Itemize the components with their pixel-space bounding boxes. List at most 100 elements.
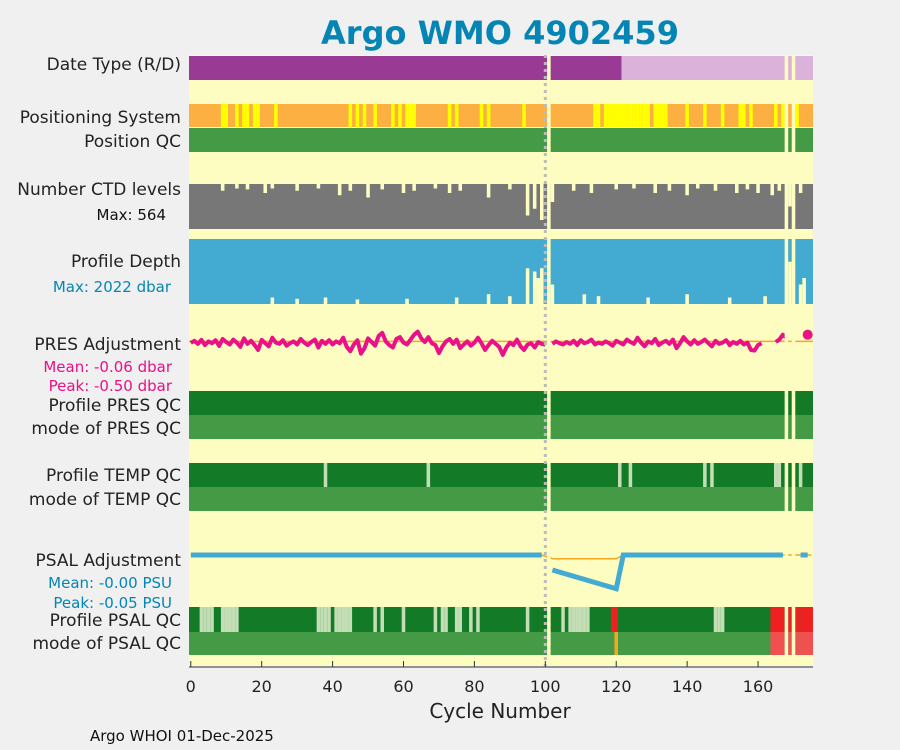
profile-depth-notch [540,268,544,304]
profile-psal-qc-light-mark [582,607,587,632]
positioning-system-alt-mark [614,104,618,127]
profile-psal-qc-light-mark [561,607,565,632]
positioning-system-alt-mark [593,104,597,127]
profile-psal-qc-light-mark [380,607,384,632]
profile-psal-qc-light-mark [231,607,236,632]
profile-depth-notch [525,268,530,304]
positioning-system-alt-mark [454,104,459,127]
ctd-levels-notch [571,184,576,191]
ctd-levels-notch [770,184,774,196]
footer-credit: Argo WHOI 01-Dec-2025 [90,727,274,745]
row-label: Date Type (R/D) [47,55,181,75]
row-labels: Date Type (R/D) Positioning System Positio… [17,55,181,654]
positioning-system-alt-mark [653,104,657,127]
profile-temp-qc-light-mark [323,463,328,487]
ctd-levels-notch [401,184,406,193]
x-tick-label: 0 [186,677,196,696]
positioning-system-alt-mark [774,104,778,127]
row-label: Positioning System [20,108,181,128]
ctd-levels-notch [270,184,275,189]
profile-psal-qc-light-mark [323,607,328,632]
positioning-system-alt-mark [781,104,785,127]
ctd-levels-notch [366,184,370,198]
profile-depth-notch [405,298,409,304]
pres-adjustment-end-point [802,329,813,340]
profile-psal-qc-light-mark [454,607,459,632]
profile-pres-qc-bar [189,391,813,415]
row-label: Profile PRES QC [48,396,181,416]
profile-psal-qc-red-mark [614,607,618,632]
ctd-levels-notch [632,184,636,189]
profile-psal-qc-red-mark [809,607,813,632]
ctd-levels-notch [696,184,700,189]
ctd-levels-notch [589,184,594,193]
mode-pres-qc-bar [189,415,813,439]
profile-psal-qc-light-mark [476,607,480,632]
profile-psal-qc-light-mark [579,607,583,632]
positioning-system-alt-mark [635,104,640,127]
profile-psal-qc-red-mark [795,607,799,632]
profile-psal-qc-light-mark [337,607,342,632]
profile-depth-notch [582,294,587,304]
row-label: Peak: -0.50 dbar [49,377,173,395]
missing-cycle-gap [791,55,796,666]
profile-psal-qc-light-mark [327,607,331,632]
mode-psal-qc-red-mark [795,632,799,655]
mode-temp-qc-bar [189,487,813,511]
profile-psal-qc-light-mark [220,607,225,632]
profile-psal-qc-light-mark [568,607,572,632]
x-axis: 0 20 40 60 80 100 120 140 160 [186,661,813,696]
psal-adjustment-line [551,552,783,592]
ctd-levels-notch [486,184,491,198]
row-label: Profile TEMP QC [46,466,181,486]
row-label: Profile Depth [71,252,181,272]
positioning-system-alt-mark [486,104,491,127]
positioning-system-alt-mark [348,104,353,127]
profile-depth-bar [189,239,813,304]
row-label: PRES Adjustment [34,335,181,355]
profile-depth-notch [802,278,806,304]
profile-psal-qc-light-mark [440,607,445,632]
pres-adjustment-line [551,335,763,353]
mode-psal-qc-red-mark [781,632,785,655]
profile-psal-qc-red-mark [798,607,803,632]
mode-psal-qc-red-mark [788,632,792,655]
positioning-system-alt-mark [749,104,753,127]
positioning-system-alt-mark [664,104,668,127]
positioning-system-alt-mark [657,104,661,127]
profile-psal-qc-red-mark [805,607,810,632]
positioning-system-alt-mark [660,104,665,127]
profile-depth-notch [646,297,650,304]
mode-psal-qc-red-mark [809,632,813,655]
ctd-levels-notch [798,184,803,193]
row-label: Max: 2022 dbar [53,278,172,296]
profile-depth-notch [536,278,540,304]
positioning-system-alt-mark [685,104,689,127]
x-tick-label: 100 [530,677,561,696]
ctd-levels-notch [295,184,299,191]
ctd-levels-notch [756,184,760,193]
row-label: mode of PSAL QC [32,634,181,654]
row-label: Max: 564 [97,206,166,224]
x-tick-label: 140 [672,677,703,696]
profile-psal-qc-light-mark [720,607,725,632]
ctd-levels-notch [713,184,718,191]
profile-temp-qc-light-mark [628,463,633,487]
positioning-system-alt-mark [245,104,250,127]
profile-depth-notch [532,271,537,304]
profile-temp-qc-bar [189,463,813,487]
plot-background [189,55,813,666]
positioning-system-alt-mark [274,104,278,127]
profile-temp-qc-light-mark [774,463,778,487]
profile-psal-qc-light-mark [401,607,406,632]
positioning-system-alt-mark [362,104,367,127]
row-label: Mean: -0.06 dbar [43,358,173,376]
positioning-system-alt-mark [224,104,228,127]
date-type-segment [189,56,622,80]
ctd-levels-notch [540,184,544,220]
profile-psal-qc-light-mark [235,607,239,632]
positioning-system-alt-mark [618,104,622,127]
row-label: mode of PRES QC [31,419,181,439]
x-tick-label: 80 [464,677,484,696]
profile-psal-qc-light-mark [717,607,721,632]
